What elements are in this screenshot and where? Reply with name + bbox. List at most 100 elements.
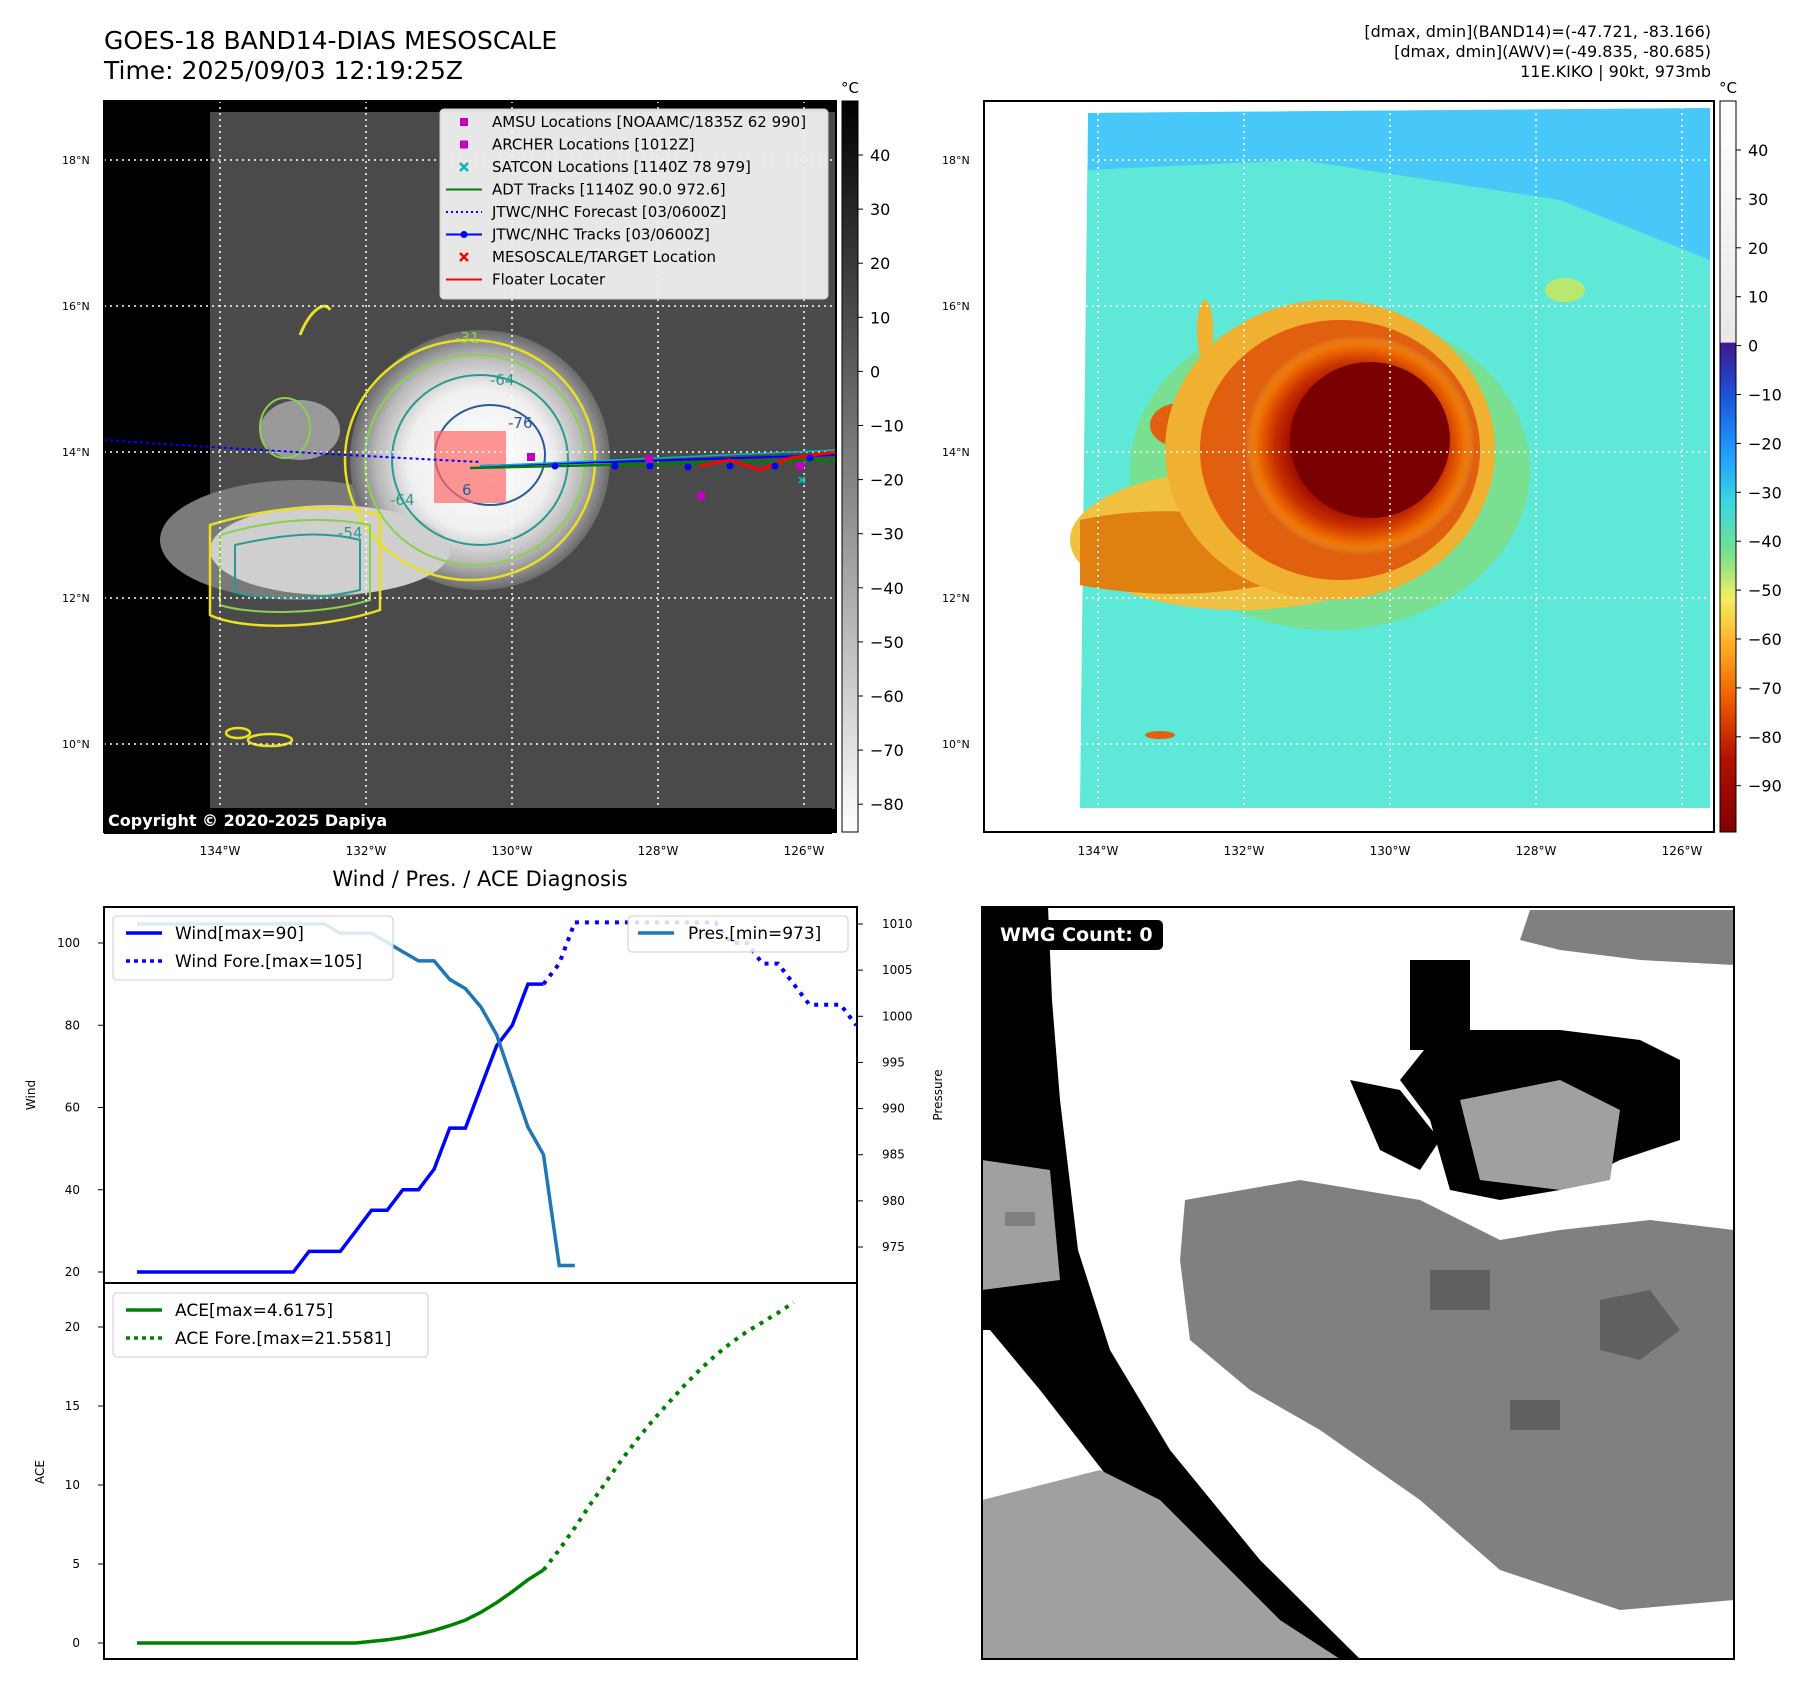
colorbar-tick-label: −10 <box>1748 386 1782 405</box>
lon-label: 132°W <box>1224 844 1265 858</box>
title-line-1: GOES-18 BAND14-DIAS MESOSCALE <box>104 26 558 55</box>
lat-label: 14°N <box>62 446 90 459</box>
lon-label: 126°W <box>784 844 825 858</box>
legend-ace-fore: ACE Fore.[max=21.5581] <box>175 1329 391 1349</box>
legend-wind-fore: Wind Fore.[max=105] <box>175 952 362 972</box>
legend-ace: ACE[max=4.6175] <box>175 1301 333 1321</box>
colorbar-tick-label: 10 <box>870 308 890 327</box>
ace-axis-label: ACE <box>33 1460 47 1484</box>
gray-colorbar: °C 40 30 20 10 0 −10 −20 −30 −40 −50 −60 −70 −80 <box>841 79 904 833</box>
legend-label: SATCON Locations [1140Z 78 979] <box>492 158 751 176</box>
diagnosis-title: Wind / Pres. / ACE Diagnosis <box>332 867 627 891</box>
wind-line <box>137 982 544 1274</box>
legend-marker <box>460 231 468 238</box>
colorbar-tick-label: 40 <box>1748 141 1768 160</box>
figure-title: GOES-18 BAND14-DIAS MESOSCALE Time: 2025… <box>104 26 557 86</box>
colorbar-tick-label: 20 <box>1748 239 1768 258</box>
colorbar-tick-label: −80 <box>870 795 904 814</box>
pressure-tick-label: 1010 <box>882 917 913 931</box>
info-line-2: [dmax, dmin](AWV)=(-49.835, -80.685) <box>1394 42 1711 61</box>
pressure-tick-label: 975 <box>882 1240 905 1254</box>
storm-info: [dmax, dmin](BAND14)=(-47.721, -83.166) … <box>1364 22 1711 82</box>
legend-label: JTWC/NHC Forecast [03/0600Z] <box>491 203 726 221</box>
copyright: Copyright © 2020-2025 Dapiya <box>104 808 832 834</box>
colorbar-unit: °C <box>1719 79 1737 97</box>
lon-label: 134°W <box>200 844 241 858</box>
lat-label: 16°N <box>942 300 970 313</box>
contour-label: -76 <box>508 414 533 432</box>
wind-axis-label: Wind <box>24 1080 38 1110</box>
colorbar-tick-label: −70 <box>1748 679 1782 698</box>
pressure-tick-label: 1005 <box>882 963 913 977</box>
legend-pressure: Pres.[min=973] <box>688 924 821 944</box>
left-lat-labels: 18°N 16°N 14°N 12°N 10°N <box>62 154 90 751</box>
legend-marker <box>460 118 468 126</box>
left-lon-labels: 134°W 132°W 130°W 128°W 126°W <box>200 844 825 858</box>
wind-tick-label: 20 <box>65 1265 80 1279</box>
contour-label: -31 <box>455 329 480 347</box>
colorbar-tick-label: 40 <box>870 146 890 165</box>
ace-tick-label: 15 <box>65 1399 80 1413</box>
colorbar-tick-label: −30 <box>1748 483 1782 502</box>
colorbar-tick-label: −60 <box>870 687 904 706</box>
colorbar-tick-label: −30 <box>870 525 904 544</box>
legend-label: JTWC/NHC Tracks [03/0600Z] <box>491 226 710 244</box>
colorbar-tick-label: −40 <box>1748 532 1782 551</box>
contour-label: -64 <box>490 371 515 389</box>
legend-label: Floater Locater <box>492 271 606 289</box>
colorbar-tick-label: −50 <box>1748 581 1782 600</box>
pressure-tick-label: 995 <box>882 1055 905 1069</box>
contour-label: -64 <box>390 491 415 509</box>
ace-tick-label: 0 <box>72 1636 80 1650</box>
right-lat-labels: 18°N 16°N 14°N 12°N 10°N <box>942 154 970 751</box>
color-colorbar: °C 40 30 20 10 0 −10 −20 −30 −40 −50 −60 −70 −80 −90 <box>1719 79 1782 833</box>
pressure-tick-label: 990 <box>882 1102 905 1116</box>
lon-label: 126°W <box>1662 844 1703 858</box>
colorbar-tick-label: 30 <box>870 200 890 219</box>
colorbar-tick-label: 0 <box>1748 337 1758 356</box>
ace-tick-label: 20 <box>65 1320 80 1334</box>
wind-tick-label: 40 <box>65 1183 80 1197</box>
wind-tick-label: 100 <box>57 936 80 950</box>
info-line-3: 11E.KIKO | 90kt, 973mb <box>1520 62 1711 81</box>
colorbar-tick-label: 30 <box>1748 190 1768 209</box>
lat-label: 18°N <box>62 154 90 167</box>
pressure-tick-label: 985 <box>882 1148 905 1162</box>
lon-label: 130°W <box>492 844 533 858</box>
legend-label: MESOSCALE/TARGET Location <box>492 248 716 266</box>
wind-tick-label: 80 <box>65 1018 80 1032</box>
colorbar-unit: °C <box>841 79 859 97</box>
legend-label: ARCHER Locations [1012Z] <box>492 136 695 154</box>
right-lon-labels: 134°W 132°W 130°W 128°W 126°W <box>1078 844 1703 858</box>
lon-label: 128°W <box>1516 844 1557 858</box>
ace-forecast-line <box>541 1300 795 1572</box>
lat-label: 18°N <box>942 154 970 167</box>
legend-label: ADT Tracks [1140Z 90.0 972.6] <box>492 181 726 199</box>
lat-label: 12°N <box>62 592 90 605</box>
legend-marker <box>460 140 468 149</box>
wind-tick-label: 60 <box>65 1101 80 1115</box>
contour-label: 6 <box>462 481 472 499</box>
colorbar-tick-label: −70 <box>870 741 904 760</box>
ace-panel: 20 15 10 5 0 ACE ACE[max=4.6175] ACE Fore.[m… <box>33 1282 858 1660</box>
colorbar-tick-label: 20 <box>870 254 890 273</box>
lat-label: 10°N <box>942 738 970 751</box>
colorbar-tick-label: −40 <box>870 579 904 598</box>
lon-label: 134°W <box>1078 844 1119 858</box>
lon-label: 132°W <box>346 844 387 858</box>
legend-label: AMSU Locations [NOAAMC/1835Z 62 990] <box>492 113 806 131</box>
title-line-2: Time: 2025/09/03 12:19:25Z <box>104 56 463 85</box>
pressure-axis-label: Pressure <box>931 1069 945 1120</box>
ace-tick-label: 10 <box>65 1478 80 1492</box>
colorbar-tick-label: −60 <box>1748 630 1782 649</box>
legend-marker <box>459 252 469 262</box>
contour-label: -54 <box>338 524 363 542</box>
wmg-count: WMG Count: 0 <box>990 920 1163 950</box>
lat-label: 10°N <box>62 738 90 751</box>
lon-label: 130°W <box>1370 844 1411 858</box>
colorbar-tick-label: −90 <box>1748 777 1782 796</box>
colorbar-tick-label: 0 <box>870 362 880 381</box>
legend-marker <box>459 162 469 172</box>
